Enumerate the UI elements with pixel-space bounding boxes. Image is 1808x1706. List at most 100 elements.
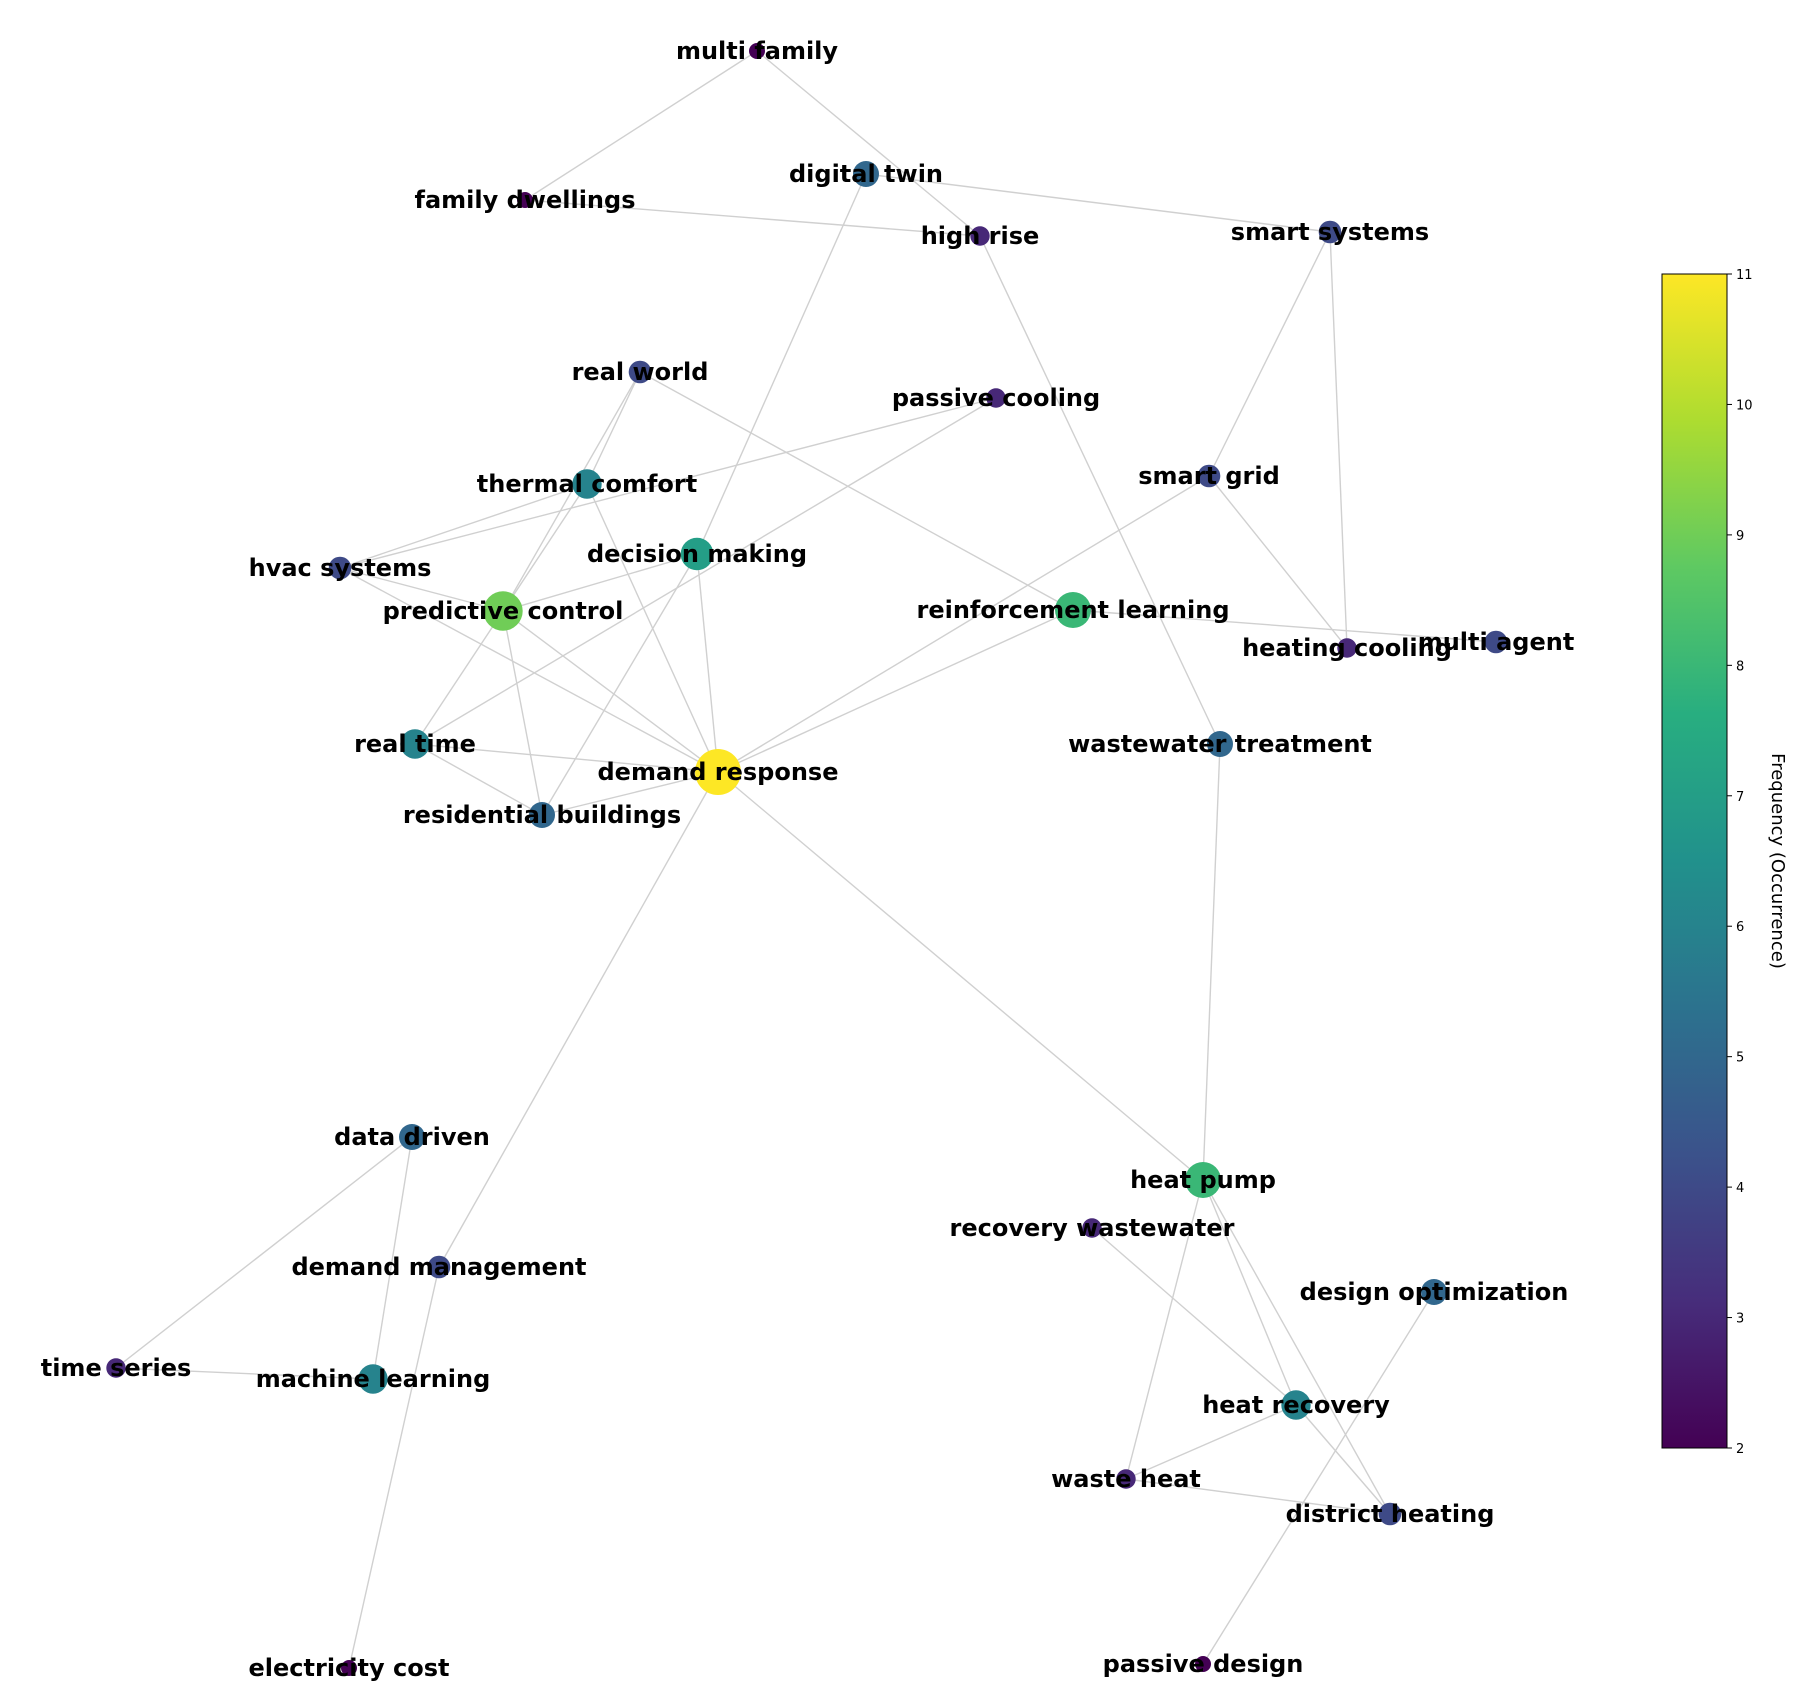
node-label-wastewater-treatment: wastewater treatment	[1068, 730, 1372, 758]
edge-digital-twin-smart-systems	[865, 173, 1331, 233]
edge-smart-grid-demand-response	[717, 475, 1210, 773]
node-data-driven	[399, 1124, 425, 1150]
node-digital-twin	[853, 161, 879, 187]
edge-demand-response-heat-pump	[717, 771, 1204, 1181]
edge-predictive-control-demand-response	[502, 610, 719, 773]
node-label-passive-cooling: passive cooling	[892, 384, 1100, 412]
edge-predictive-control-residential-buildings	[502, 610, 543, 816]
edges-layer	[115, 50, 1497, 1669]
edge-waste-heat-district-heating	[1125, 1478, 1391, 1515]
edge-reinforcement-learning-multi-agent	[1072, 609, 1497, 643]
labels-layer: multi family family dwellings digital twin…	[41, 37, 1575, 1682]
node-label-passive-design: passive design	[1103, 1650, 1304, 1678]
node-label-demand-management: demand management	[291, 1253, 586, 1281]
node-label-district-heating: district heating	[1286, 1500, 1495, 1528]
node-label-time-series: time series	[41, 1354, 192, 1382]
node-recovery-wastewater	[1082, 1218, 1102, 1238]
edge-heat-recovery-waste-heat	[1125, 1404, 1297, 1480]
nodes-layer	[106, 43, 1508, 1676]
node-label-hvac-systems: hvac systems	[249, 554, 432, 582]
node-demand-response	[695, 749, 741, 795]
edge-hvac-systems-predictive-control	[339, 567, 504, 612]
node-multi-agent	[1484, 630, 1508, 654]
node-label-demand-response: demand response	[598, 758, 839, 786]
edge-wastewater-treatment-heat-pump	[1202, 743, 1221, 1181]
node-label-smart-systems: smart systems	[1231, 218, 1429, 246]
node-smart-grid	[1197, 464, 1221, 488]
colorbar: 2 3 4 5 6 7 8 9 10 11 Frequency (Occurrence)	[1661, 268, 1788, 1457]
edge-residential-buildings-demand-response	[541, 771, 719, 816]
node-label-high-rise: high rise	[921, 222, 1040, 250]
node-wastewater-treatment	[1207, 731, 1233, 757]
colorbar-tick-label-6: 6	[1736, 920, 1744, 935]
colorbar-tick-label-4: 4	[1736, 1181, 1744, 1196]
edge-thermal-comfort-predictive-control	[502, 483, 588, 612]
node-real-world	[628, 360, 652, 384]
edge-real-world-predictive-control	[502, 371, 641, 612]
edge-decision-making-demand-response	[696, 553, 719, 773]
node-hvac-systems	[328, 556, 352, 580]
node-label-data-driven: data driven	[334, 1123, 490, 1151]
edge-demand-management-electricity-cost	[348, 1266, 440, 1669]
colorbar-tick-label-9: 9	[1736, 529, 1744, 544]
edge-real-time-demand-response	[414, 743, 719, 773]
edge-decision-making-residential-buildings	[541, 553, 698, 816]
edge-smart-systems-heating-cooling	[1329, 231, 1348, 649]
edge-data-driven-machine-learning	[372, 1136, 413, 1380]
edge-passive-cooling-real-time	[414, 397, 997, 745]
edge-heat-recovery-district-heating	[1295, 1404, 1391, 1515]
colorbar-tick-label-10: 10	[1736, 398, 1753, 413]
edge-heat-pump-district-heating	[1202, 1179, 1391, 1515]
node-label-thermal-comfort: thermal comfort	[477, 470, 697, 498]
node-demand-management	[427, 1255, 451, 1279]
colorbar-tick-label-3: 3	[1736, 1312, 1744, 1327]
node-label-real-world: real world	[572, 358, 709, 386]
node-label-family-dwellings: family dwellings	[415, 186, 636, 214]
colorbar-tick-label-5: 5	[1736, 1051, 1744, 1066]
node-label-residential-buildings: residential buildings	[403, 801, 681, 829]
node-waste-heat	[1116, 1469, 1136, 1489]
node-label-decision-making: decision making	[587, 540, 807, 568]
node-label-predictive-control: predictive control	[383, 597, 624, 625]
node-machine-learning	[358, 1364, 388, 1394]
edge-smart-grid-heating-cooling	[1208, 475, 1348, 649]
edge-real-world-reinforcement-learning	[639, 371, 1074, 611]
edge-design-optimization-passive-design	[1202, 1291, 1435, 1665]
node-heat-pump	[1185, 1162, 1221, 1198]
edge-smart-systems-smart-grid	[1208, 231, 1331, 477]
edge-hvac-systems-demand-response	[339, 567, 719, 773]
edge-family-dwellings-high-rise	[524, 199, 981, 237]
node-smart-systems	[1318, 220, 1342, 244]
node-label-machine-learning: machine learning	[256, 1365, 491, 1393]
edge-real-world-thermal-comfort	[586, 371, 641, 485]
node-electricity-cost	[341, 1660, 357, 1676]
edge-thermal-comfort-hvac-systems	[339, 483, 588, 569]
node-label-multi-family: multi family	[676, 37, 838, 65]
node-label-heating-cooling: heating cooling	[1242, 634, 1452, 662]
node-residential-buildings	[529, 802, 555, 828]
colorbar-tick-label-2: 2	[1736, 1442, 1744, 1457]
edge-demand-response-demand-management	[438, 771, 719, 1268]
node-family-dwellings	[517, 192, 533, 208]
colorbar-ticks: 2 3 4 5 6 7 8 9 10 11	[1727, 268, 1753, 1457]
edge-data-driven-time-series	[115, 1136, 413, 1369]
node-real-time	[400, 729, 430, 759]
edge-real-time-residential-buildings	[414, 743, 543, 816]
edge-heat-pump-waste-heat	[1125, 1179, 1204, 1480]
node-label-design-optimization: design optimization	[1300, 1278, 1569, 1306]
node-label-recovery-wastewater: recovery wastewater	[950, 1214, 1235, 1242]
colorbar-tick-label-7: 7	[1736, 790, 1744, 805]
node-thermal-comfort	[572, 469, 602, 499]
colorbar-gradient	[1661, 273, 1728, 1449]
edge-passive-cooling-hvac-systems	[339, 397, 997, 569]
node-time-series	[106, 1358, 126, 1378]
colorbar-tick-label-11: 11	[1736, 268, 1753, 283]
node-label-reinforcement-learning: reinforcement learning	[916, 596, 1229, 624]
node-decision-making	[680, 537, 714, 571]
node-label-heat-pump: heat pump	[1130, 1166, 1276, 1194]
node-label-real-time: real time	[354, 730, 476, 758]
node-district-heating	[1378, 1502, 1402, 1526]
edge-time-series-machine-learning	[115, 1367, 374, 1380]
